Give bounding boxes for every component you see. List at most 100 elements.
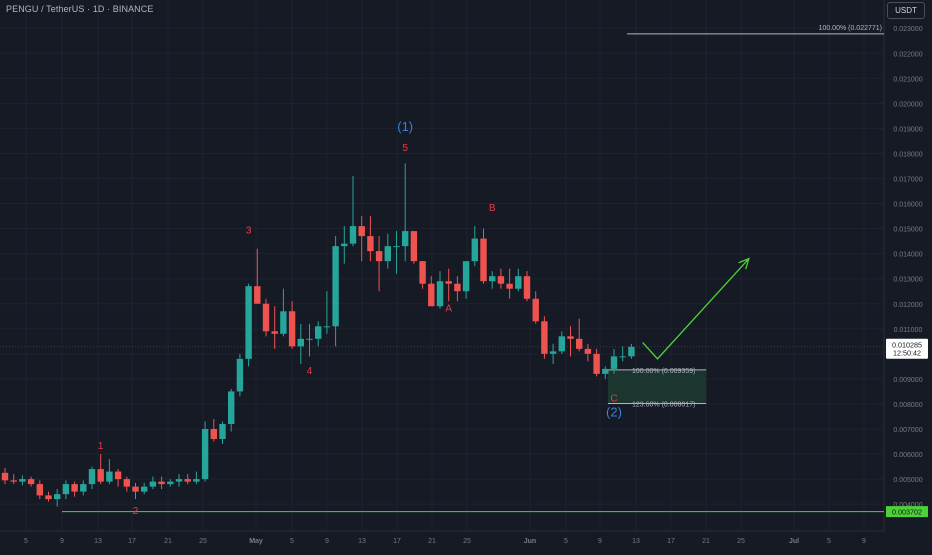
candle-body: [254, 286, 261, 304]
projection-path: [642, 258, 750, 360]
candle-body: [236, 358, 244, 392]
candle-body: [532, 298, 539, 322]
candle-body: [402, 231, 409, 247]
candle-body: [610, 356, 618, 369]
x-tick-label: 9: [598, 538, 602, 545]
candle-body: [210, 429, 217, 440]
candle-body: [228, 391, 235, 424]
y-tick-label: 0.009000: [893, 377, 922, 384]
candle-body: [88, 469, 96, 485]
candle-body: [45, 495, 52, 500]
candle-body: [419, 261, 426, 284]
x-tick-label: 21: [702, 538, 710, 545]
candle-body: [489, 276, 496, 282]
candle-body: [549, 351, 557, 354]
candle-body: [567, 336, 574, 339]
wave-label: B: [489, 203, 496, 214]
candle-body: [193, 479, 200, 482]
wave-label: 5: [402, 143, 408, 154]
candle-body: [497, 276, 505, 284]
candle-body: [384, 246, 391, 262]
candle-body: [306, 338, 313, 340]
current-price-label: 0.010285: [892, 341, 922, 350]
y-tick-label: 0.017000: [893, 177, 922, 184]
candle-body: [80, 484, 87, 492]
candle-body: [288, 311, 296, 347]
candle-body: [367, 236, 374, 252]
candle-body: [10, 480, 17, 482]
candle-body: [97, 469, 104, 482]
y-tick-label: 0.014000: [893, 252, 922, 259]
candle-body: [471, 238, 478, 262]
fib-level-label: 100.00% (0.022771): [819, 25, 882, 32]
y-tick-label: 0.023000: [893, 26, 922, 33]
x-tick-label: 5: [24, 538, 28, 545]
y-tick-label: 0.006000: [893, 452, 922, 459]
candle-body: [315, 326, 322, 339]
candle-body: [454, 283, 461, 292]
candle-body: [158, 481, 165, 485]
countdown-label: 12:50:42: [893, 349, 921, 358]
candle-body: [558, 336, 565, 352]
y-tick-label: 0.015000: [893, 227, 922, 234]
x-tick-label: 21: [164, 538, 172, 545]
x-tick-label: 5: [564, 538, 568, 545]
x-tick-label: 13: [632, 538, 640, 545]
candle-body: [71, 484, 78, 492]
y-tick-label: 0.011000: [894, 327, 923, 334]
x-tick-label: 25: [199, 538, 207, 545]
x-tick-label: May: [249, 538, 263, 545]
wave-label: 3: [246, 226, 252, 237]
candle-body: [19, 479, 26, 482]
y-tick-label: 0.016000: [893, 202, 922, 209]
x-tick-label: 17: [667, 538, 675, 545]
x-tick-label: 5: [827, 538, 831, 545]
wave-label: 2: [133, 506, 139, 517]
candle-body: [332, 246, 339, 327]
candle-body: [175, 479, 183, 482]
candle-body: [54, 494, 61, 500]
x-tick-label: Jul: [789, 538, 799, 545]
candle-body: [584, 348, 592, 354]
x-tick-label: 25: [463, 538, 471, 545]
candle-body: [1, 472, 9, 481]
candle-body: [410, 231, 418, 262]
fib-level-label: 123.60% (0.008017): [632, 402, 695, 409]
y-tick-label: 0.007000: [893, 427, 922, 434]
candle-body: [375, 251, 383, 262]
support-price-tag: [886, 506, 928, 518]
candle-body: [341, 243, 348, 247]
candle-body: [462, 261, 470, 292]
candle-body: [619, 356, 626, 358]
y-tick-label: 0.005000: [893, 477, 922, 484]
candle-body: [27, 479, 35, 485]
support-price-label: 0.003702: [892, 508, 922, 517]
x-tick-label: 21: [428, 538, 436, 545]
currency-button[interactable]: USDT: [887, 2, 925, 19]
candle-body: [167, 481, 174, 485]
candle-body: [515, 276, 522, 289]
wave-label: (2): [606, 404, 622, 419]
candle-body: [541, 321, 548, 354]
wave-label: A: [445, 303, 452, 314]
projection-arrowhead: [738, 257, 750, 270]
fib-target-zone: [607, 369, 707, 404]
candle-body: [36, 484, 43, 496]
wave-label: C: [610, 393, 617, 404]
wave-label: 4: [307, 366, 313, 377]
candle-body: [358, 226, 365, 237]
candle-body: [480, 238, 487, 282]
candle-body: [245, 286, 252, 359]
candle-body: [506, 283, 513, 289]
candle-body: [262, 303, 270, 332]
candle-body: [593, 353, 600, 374]
candle-body: [445, 281, 452, 284]
x-tick-label: 17: [393, 538, 401, 545]
x-tick-label: 9: [60, 538, 64, 545]
wave-label: 1: [98, 441, 104, 452]
candle-body: [323, 326, 331, 328]
candle-body: [280, 311, 287, 334]
y-tick-label: 0.013000: [893, 277, 922, 284]
